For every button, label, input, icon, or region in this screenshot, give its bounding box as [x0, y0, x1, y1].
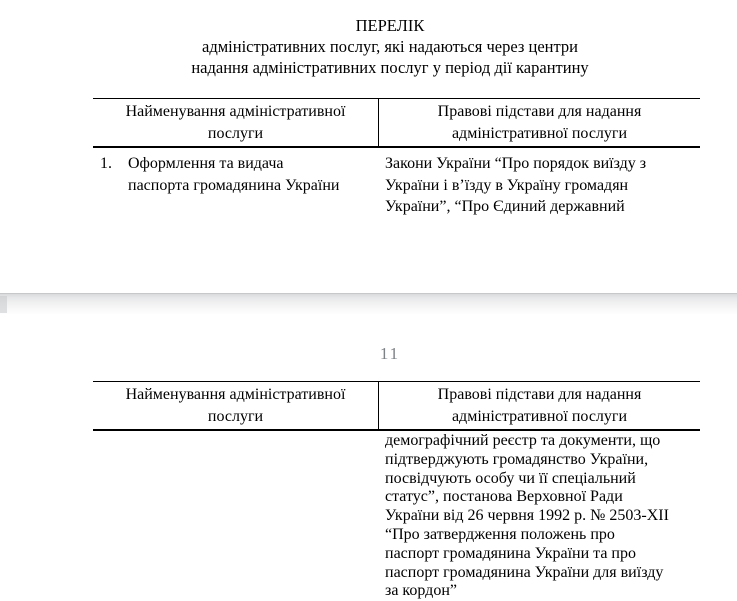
- cell-service-name-empty: [93, 432, 379, 601]
- header-col1-line-1: Найменування адміністративної: [125, 102, 346, 120]
- cell-service-name: 1. Оформлення та видача паспорта громадя…: [93, 153, 379, 218]
- document-page-bottom: 11 Найменування адміністративної послуги…: [0, 314, 737, 599]
- header-col1-line-2: послуги: [207, 407, 264, 425]
- cell-line: паспорта громадянина України: [128, 176, 340, 194]
- cell-line: статус”, постанова Верховної Ради: [385, 488, 623, 506]
- header-col-legal-basis: Правові підстави для надання адміністрат…: [379, 382, 700, 429]
- title-line-3: надання адміністративних послуг у період…: [191, 58, 589, 77]
- table-row-continuation: демографічний реєстр та документи, що пі…: [93, 431, 700, 601]
- cell-line: демографічний реєстр та документи, що: [385, 432, 661, 449]
- table-row: 1. Оформлення та видача паспорта громадя…: [93, 148, 700, 218]
- header-col-legal-basis: Правові підстави для надання адміністрат…: [379, 99, 700, 146]
- header-col1-line-1: Найменування адміністративної: [125, 385, 346, 403]
- cell-line: України”, “Про Єдиний державний: [385, 198, 625, 215]
- header-col-service-name: Найменування адміністративної послуги: [93, 99, 379, 146]
- services-table-page2: Найменування адміністративної послуги Пр…: [93, 381, 700, 601]
- cell-line: України від 26 червня 1992 р. № 2503-XII: [385, 507, 669, 525]
- cell-line: паспорт громадянина України та про: [385, 544, 636, 562]
- page-gap-separator: [0, 293, 737, 315]
- header-col2-line-2: адміністративної послуги: [451, 407, 628, 425]
- cell-line: паспорт громадянина України для виїзду: [385, 563, 664, 581]
- cell-line: посвідчують особу чи її спеціальний: [385, 469, 636, 487]
- header-col2-line-1: Правові підстави для надання: [437, 385, 642, 403]
- services-table-page1: Найменування адміністративної послуги Пр…: [93, 98, 700, 218]
- page-number-label: 11: [379, 344, 401, 363]
- service-name-text: Оформлення та видача паспорта громадянин…: [128, 153, 339, 218]
- header-col1-line-2: послуги: [207, 124, 264, 142]
- page-edge-shadow: [0, 296, 7, 313]
- title-line-2: адміністративних послуг, які надаються ч…: [202, 37, 578, 56]
- header-col2-line-2: адміністративної послуги: [451, 124, 628, 142]
- table-header-row: Найменування адміністративної послуги Пр…: [93, 98, 700, 148]
- cell-legal-basis: Закони України “Про порядок виїзду з Укр…: [379, 153, 700, 218]
- cell-legal-basis: демографічний реєстр та документи, що пі…: [379, 432, 700, 601]
- cell-line: підтверджують громадянство України,: [385, 450, 649, 468]
- cell-line: Оформлення та видача: [128, 155, 284, 172]
- header-col-service-name: Найменування адміністративної послуги: [93, 382, 379, 429]
- row-number: 1.: [100, 155, 112, 172]
- document-page-top: ПЕРЕЛІК адміністративних послуг, які над…: [0, 0, 737, 293]
- table-header-row: Найменування адміністративної послуги Пр…: [93, 381, 700, 431]
- title-line-1: ПЕРЕЛІК: [355, 16, 425, 35]
- cell-line: Закони України “Про порядок виїзду з: [385, 155, 647, 172]
- cell-line: за кордон”: [385, 582, 457, 600]
- header-col2-line-1: Правові підстави для надання: [437, 102, 642, 120]
- document-title: ПЕРЕЛІК адміністративних послуг, які над…: [93, 15, 687, 78]
- cell-line: “Про затвердження положень про: [385, 525, 615, 543]
- cell-line: України і в’їзду в Україну громадян: [385, 176, 629, 194]
